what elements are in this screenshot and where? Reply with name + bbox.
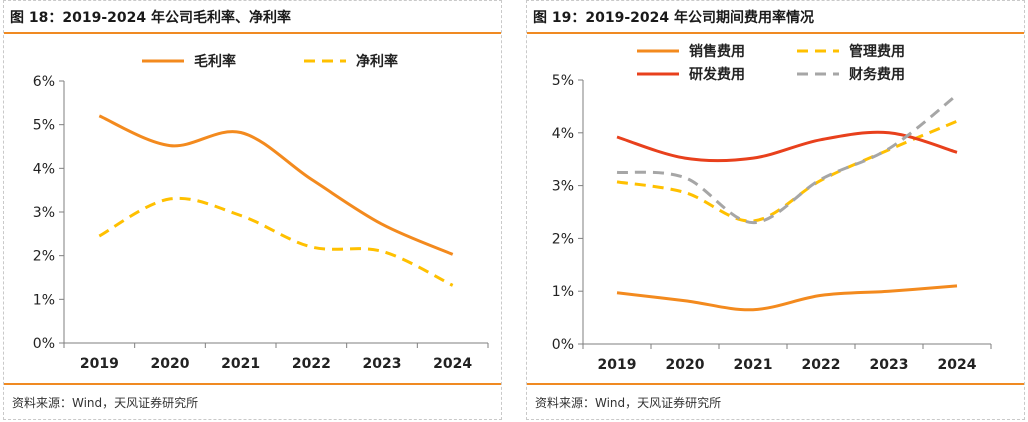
data-point bbox=[380, 249, 384, 253]
title-divider bbox=[527, 32, 1024, 34]
y-tick-label: 3% bbox=[552, 179, 574, 195]
chart-plot: 0% 1% 2% 3% 4% 5% 6% 2019 2020 2021 2022 2023 2024 毛利… bbox=[33, 53, 489, 372]
chart-panel-gross-net-margin: 图 18：2019-2024 年公司毛利率、净利率 0% 1% 2% 3% 4% 5% 6%… bbox=[3, 0, 502, 420]
source-note: 资料来源：Wind，天风证券研究所 bbox=[535, 396, 722, 410]
data-point bbox=[683, 190, 687, 194]
title-divider bbox=[4, 32, 501, 34]
y-tick-label: 1% bbox=[552, 284, 574, 300]
legend-label: 销售费用 bbox=[689, 43, 745, 60]
chart-title: 图 18：2019-2024 年公司毛利率、净利率 bbox=[10, 10, 291, 26]
source-note: 资料来源：Wind，天风证券研究所 bbox=[12, 396, 199, 410]
chart-panel-expense-ratios: 图 19：2019-2024 年公司期间费用率情况 0% 1% 2% 3% 4% 5% 20… bbox=[526, 0, 1025, 420]
data-point bbox=[683, 176, 687, 180]
x-tick-label: 2023 bbox=[870, 357, 909, 373]
legend-label: 研发费用 bbox=[689, 66, 745, 83]
y-tick-label: 6% bbox=[33, 74, 55, 90]
y-tick-label: 3% bbox=[33, 205, 55, 221]
x-tick-label: 2024 bbox=[938, 357, 977, 373]
y-tick-label: 2% bbox=[33, 249, 55, 265]
legend-label: 净利率 bbox=[356, 53, 398, 70]
legend-label: 财务费用 bbox=[848, 66, 905, 83]
legend-label: 管理费用 bbox=[849, 43, 905, 60]
y-tick-label: 4% bbox=[552, 126, 574, 142]
data-point bbox=[309, 245, 313, 249]
x-tick-label: 2023 bbox=[363, 356, 402, 372]
source-divider bbox=[4, 383, 501, 385]
x-tick-label: 2022 bbox=[802, 357, 841, 373]
x-tick-label: 2019 bbox=[598, 357, 637, 373]
x-tick-label: 2020 bbox=[151, 356, 190, 372]
x-tick-label: 2022 bbox=[292, 356, 331, 372]
y-tick-label: 1% bbox=[33, 292, 55, 308]
y-tick-label: 5% bbox=[33, 118, 55, 134]
source-divider bbox=[527, 383, 1024, 385]
series-line-3 bbox=[616, 130, 958, 163]
x-tick-label: 2021 bbox=[734, 357, 773, 373]
series-line-1 bbox=[98, 114, 454, 256]
y-tick-label: 4% bbox=[33, 161, 55, 177]
y-tick-label: 2% bbox=[552, 231, 574, 247]
y-tick-label: 5% bbox=[552, 73, 574, 89]
x-tick-label: 2019 bbox=[80, 356, 119, 372]
y-tick-label: 0% bbox=[552, 337, 574, 353]
legend-label: 毛利率 bbox=[194, 53, 236, 70]
x-tick-label: 2020 bbox=[666, 357, 705, 373]
series-line-1 bbox=[616, 284, 958, 312]
chart-plot: 0% 1% 2% 3% 4% 5% 2019 2020 2021 2022 2023 2024 销售费用… bbox=[552, 43, 992, 373]
y-tick-label: 0% bbox=[33, 336, 55, 352]
chart-title: 图 19：2019-2024 年公司期间费用率情况 bbox=[533, 10, 814, 26]
x-tick-label: 2024 bbox=[433, 356, 472, 372]
series-line-4 bbox=[616, 93, 958, 225]
data-point bbox=[955, 93, 959, 97]
series-line-2 bbox=[98, 196, 454, 287]
x-tick-label: 2021 bbox=[221, 356, 260, 372]
